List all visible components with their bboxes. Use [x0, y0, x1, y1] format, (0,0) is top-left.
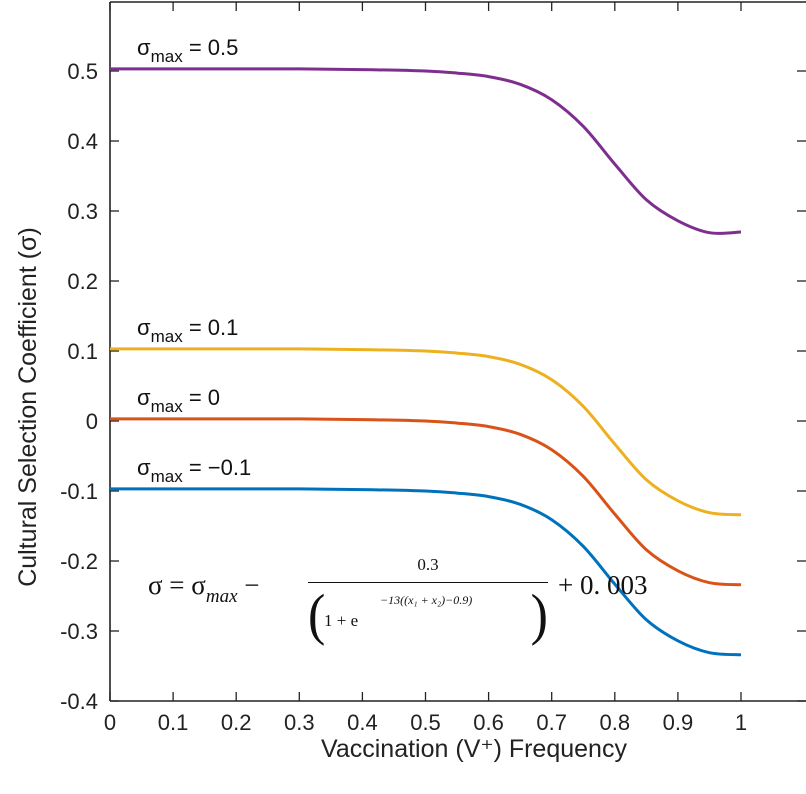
series-line-3: [109, 487, 742, 657]
formula-left-paren: (: [308, 584, 326, 647]
series-label-2: σmax = 0: [137, 385, 220, 416]
x-tick-label: 0.5: [410, 710, 441, 735]
y-tick-label: 0.5: [67, 59, 98, 84]
x-tick-label: 0.3: [284, 710, 315, 735]
formula-lhs: σ = σmax −: [148, 570, 260, 607]
series-label-1: σmax = 0.1: [137, 315, 238, 346]
series-label-0: σmax = 0.5: [137, 35, 238, 66]
x-tick-label: 0.8: [600, 710, 631, 735]
series-labels: σmax = 0.5 σmax = 0.1 σmax = 0 σmax = −0.1: [137, 35, 251, 486]
formula-annotation: σ = σmax − 0.3 ( 1 + e −13((x₁ + x₂)−0.9…: [148, 555, 708, 650]
x-tick-label: 0.7: [536, 710, 567, 735]
formula-exponent: −13((x₁ + x₂)−0.9): [380, 593, 473, 607]
formula-minus: −: [237, 570, 260, 600]
formula-den-base: 1 + e: [324, 611, 359, 630]
formula-numerator: 0.3: [417, 555, 439, 574]
formula-tail: + 0. 003: [558, 570, 648, 600]
series-label-3: σmax = −0.1: [137, 455, 251, 486]
series-line-1: [109, 347, 742, 517]
y-tick-label: -0.4: [60, 689, 98, 714]
y-axis-title: Cultural Selection Coefficient (σ): [14, 227, 42, 587]
y-tick-label: 0.2: [67, 269, 98, 294]
formula-denominator: ( 1 + e −13((x₁ + x₂)−0.9) ): [308, 584, 548, 647]
x-axis-title: Vaccination (V⁺) Frequency: [321, 735, 627, 763]
y-tick-label: 0: [86, 409, 98, 434]
x-tick-label: 0.6: [473, 710, 504, 735]
series-line-0: [110, 67, 742, 235]
series-layer: [109, 67, 742, 657]
y-tick-label: -0.2: [60, 549, 98, 574]
x-tick-label: 0: [104, 710, 116, 735]
y-tick-label: 0.4: [67, 129, 98, 154]
formula-fraction-bar: [308, 582, 548, 583]
formula-lhs-text: σ = σ: [148, 570, 206, 600]
y-tick-label: 0.1: [67, 339, 98, 364]
y-tick-label: 0.3: [67, 199, 98, 224]
x-tick-label: 0.1: [158, 710, 189, 735]
x-tick-label: 0.2: [221, 710, 252, 735]
formula-right-paren: ): [530, 584, 548, 647]
series-line-2: [109, 417, 742, 587]
x-tick-label: 0.4: [347, 710, 378, 735]
formula-fraction: 0.3 ( 1 + e −13((x₁ + x₂)−0.9) ): [308, 555, 548, 650]
y-tick-label: -0.1: [60, 479, 98, 504]
y-tick-label: -0.3: [60, 619, 98, 644]
x-tick-label: 1: [735, 710, 747, 735]
x-tick-label: 0.9: [663, 710, 694, 735]
axes: 0 0.1 0.2 0.3 0.4 0.5 0.6 0.7 0.8 0.9 1 -0.4 -0.3 -0.…: [60, 1, 806, 735]
formula-lhs-sub: max: [205, 586, 238, 607]
